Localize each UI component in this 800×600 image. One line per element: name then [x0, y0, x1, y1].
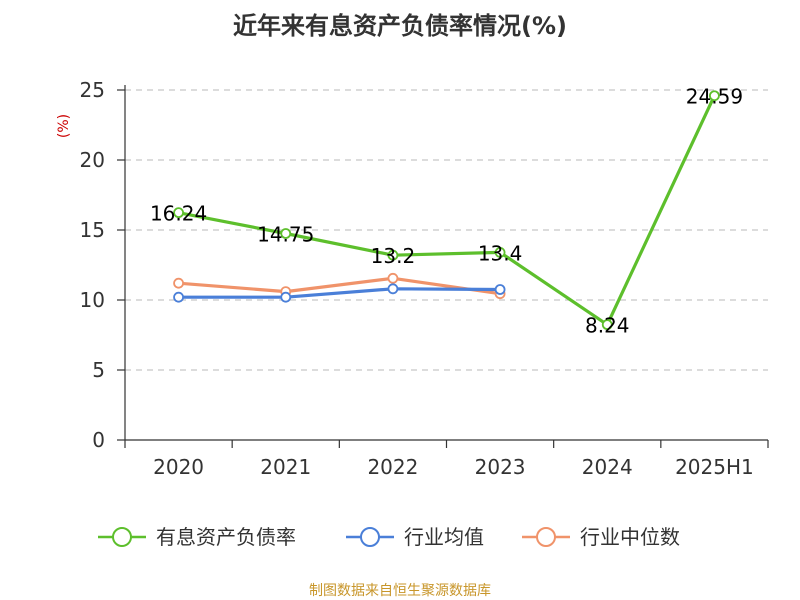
data-label: 16.24: [150, 202, 207, 226]
data-point: [387, 249, 399, 261]
data-point: [387, 272, 399, 284]
axes: 0 5 10 15 20 25 2020 2021 2022 2023 2024 2025H1: [80, 78, 769, 479]
series-line-2: [176, 276, 502, 296]
legend-swatch-marker: [536, 527, 556, 547]
series-line-0: [176, 94, 717, 327]
y-tick-label: 15: [80, 218, 105, 242]
legend-item-0: 有息资产负债率: [98, 525, 296, 549]
data-point: [173, 207, 184, 219]
y-tick-label: 10: [80, 288, 105, 312]
x-tick-label: 2020: [153, 455, 204, 479]
data-point: [709, 90, 720, 102]
source-note: 制图数据来自恒生聚源数据库: [309, 583, 491, 599]
series-1: [173, 283, 506, 303]
data-point: [280, 291, 292, 303]
y-tick-label: 25: [80, 78, 105, 102]
legend-item-2: 行业中位数: [522, 525, 680, 549]
data-point: [494, 246, 506, 258]
data-label: 24.59: [686, 85, 743, 109]
data-label: 14.75: [257, 223, 314, 247]
data-label: 13.2: [371, 244, 416, 268]
chart-title: 近年来有息资产负债率情况(%): [233, 12, 567, 40]
data-point: [494, 284, 506, 295]
y-axis-label: (%): [56, 114, 72, 138]
y-tick-label: 0: [92, 428, 105, 452]
legend-swatch-marker: [360, 527, 380, 547]
data-label: 13.4: [478, 241, 523, 265]
data-point: [387, 283, 399, 295]
legend-swatch-marker: [112, 527, 132, 547]
x-tick-label: 2024: [582, 455, 633, 479]
series-0: [173, 90, 720, 331]
data-point: [280, 228, 292, 239]
x-tick-label: 2021: [260, 455, 311, 479]
series-layer: [173, 90, 720, 331]
data-label: 8.24: [585, 314, 630, 338]
data-point: [173, 277, 184, 289]
x-tick-label: 2025H1: [675, 455, 754, 479]
y-tick-label: 5: [92, 358, 105, 382]
x-tick-label: 2022: [367, 455, 418, 479]
legend-label: 行业中位数: [580, 525, 680, 549]
legend-label: 有息资产负债率: [156, 525, 296, 549]
legend: 有息资产负债率 行业均值 行业中位数: [98, 525, 680, 549]
legend-label: 行业均值: [404, 525, 484, 549]
y-tick-label: 20: [80, 148, 105, 172]
data-point: [601, 319, 613, 331]
grid-lines: [125, 89, 768, 371]
data-point: [173, 291, 184, 303]
legend-item-1: 行业均值: [346, 525, 484, 549]
x-tick-label: 2023: [475, 455, 526, 479]
series-line-1: [176, 287, 502, 299]
data-labels: 16.24 14.75 13.2 13.4 8.24 24.59: [150, 85, 743, 338]
